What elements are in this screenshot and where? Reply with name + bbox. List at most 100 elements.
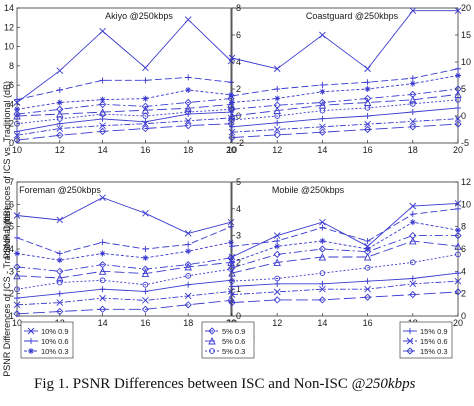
- data-point: [455, 72, 461, 79]
- series-line-9: [16, 123, 232, 141]
- legend-marker: [208, 336, 216, 345]
- data-point: [185, 248, 192, 255]
- y-tick-label: 8: [9, 61, 14, 71]
- x-tick-label: 14: [317, 318, 327, 328]
- data-point: [364, 285, 371, 293]
- data-point: [227, 218, 235, 226]
- x-tick-label: 20: [453, 145, 463, 155]
- data-point: [56, 131, 64, 139]
- series-line-5: [16, 103, 232, 117]
- data-point: [141, 265, 150, 273]
- data-point: [318, 253, 327, 261]
- y-tick-label: 0: [236, 311, 241, 321]
- data-point: [364, 65, 371, 73]
- right-y-tick-label: 8: [461, 222, 466, 232]
- data-point: [454, 7, 462, 15]
- data-point: [319, 237, 326, 244]
- data-point: [14, 120, 20, 127]
- data-point: [99, 239, 106, 246]
- data-point: [184, 260, 192, 269]
- data-point: [228, 223, 234, 230]
- data-point: [99, 277, 106, 284]
- data-point: [142, 64, 149, 72]
- data-point: [364, 264, 371, 271]
- series-line-9: [231, 123, 459, 139]
- data-point: [227, 296, 235, 305]
- legend-entry: 10% 0.9: [41, 327, 69, 336]
- data-point: [363, 94, 372, 103]
- legend-entry: 5% 0.3: [222, 347, 245, 356]
- x-tick-label: 18: [183, 318, 193, 328]
- data-point: [184, 16, 192, 23]
- series-line-8: [16, 117, 232, 136]
- y-tick-label: 12: [4, 22, 14, 32]
- data-point: [454, 277, 462, 285]
- data-point: [14, 286, 20, 293]
- x-tick-label: 10: [12, 145, 22, 155]
- x-tick-label: 12: [272, 145, 282, 155]
- right-y-tick-label: 5: [461, 84, 466, 94]
- data-point: [409, 7, 417, 15]
- data-point: [141, 269, 150, 278]
- data-point: [14, 128, 20, 135]
- data-point: [56, 257, 63, 264]
- data-point: [98, 305, 107, 313]
- data-point: [229, 123, 235, 130]
- data-point: [363, 253, 372, 261]
- y-tick-label: 2: [9, 289, 14, 299]
- panel-title: Akiyo @250kbps: [105, 11, 173, 21]
- right-y-tick-label: -5: [461, 138, 469, 148]
- data-point: [364, 105, 371, 111]
- data-point: [228, 91, 234, 98]
- legend-entry: 5% 0.6: [222, 337, 245, 346]
- data-point: [56, 67, 64, 74]
- data-point: [274, 86, 281, 92]
- series-line-5: [231, 240, 459, 274]
- panel-3: Foreman @250kbps1012141618201234567: [9, 177, 236, 328]
- data-point: [99, 27, 106, 35]
- data-point: [185, 86, 192, 93]
- series-line-3: [231, 75, 459, 103]
- data-point: [409, 123, 417, 131]
- data-point: [363, 293, 372, 301]
- data-point: [56, 120, 63, 127]
- data-point: [455, 205, 461, 212]
- data-point: [142, 113, 149, 119]
- data-point: [455, 96, 461, 103]
- data-point: [13, 136, 21, 144]
- data-point: [454, 120, 462, 128]
- y-tick-label: 4: [236, 57, 241, 67]
- data-point: [273, 288, 281, 296]
- data-point: [142, 288, 149, 295]
- data-point: [56, 110, 64, 118]
- data-point: [228, 269, 236, 277]
- data-point: [228, 54, 236, 62]
- data-point: [99, 122, 106, 129]
- data-point: [142, 246, 149, 252]
- data-point: [409, 95, 417, 104]
- data-point: [14, 96, 20, 103]
- series-line-3: [16, 89, 232, 110]
- x-tick-label: 12: [272, 318, 282, 328]
- data-point: [455, 104, 461, 111]
- data-point: [142, 254, 149, 261]
- data-point: [56, 307, 64, 316]
- data-point: [99, 115, 106, 122]
- data-point: [273, 258, 281, 266]
- y-tick-label: 5: [9, 222, 14, 232]
- data-point: [319, 285, 326, 293]
- data-point: [229, 259, 235, 266]
- legend-entry: 15% 0.6: [420, 337, 448, 346]
- data-point: [184, 262, 192, 271]
- data-point: [409, 108, 416, 115]
- data-point: [274, 119, 281, 126]
- series-line-1: [16, 197, 232, 234]
- data-point: [14, 295, 20, 302]
- data-point: [409, 211, 416, 218]
- series-line-6: [231, 99, 459, 121]
- data-point: [142, 77, 149, 84]
- data-point: [273, 131, 281, 139]
- legend-group-15pct: 15% 0.915% 0.615% 0.3: [399, 321, 453, 359]
- data-point: [142, 209, 149, 217]
- data-point: [409, 100, 416, 107]
